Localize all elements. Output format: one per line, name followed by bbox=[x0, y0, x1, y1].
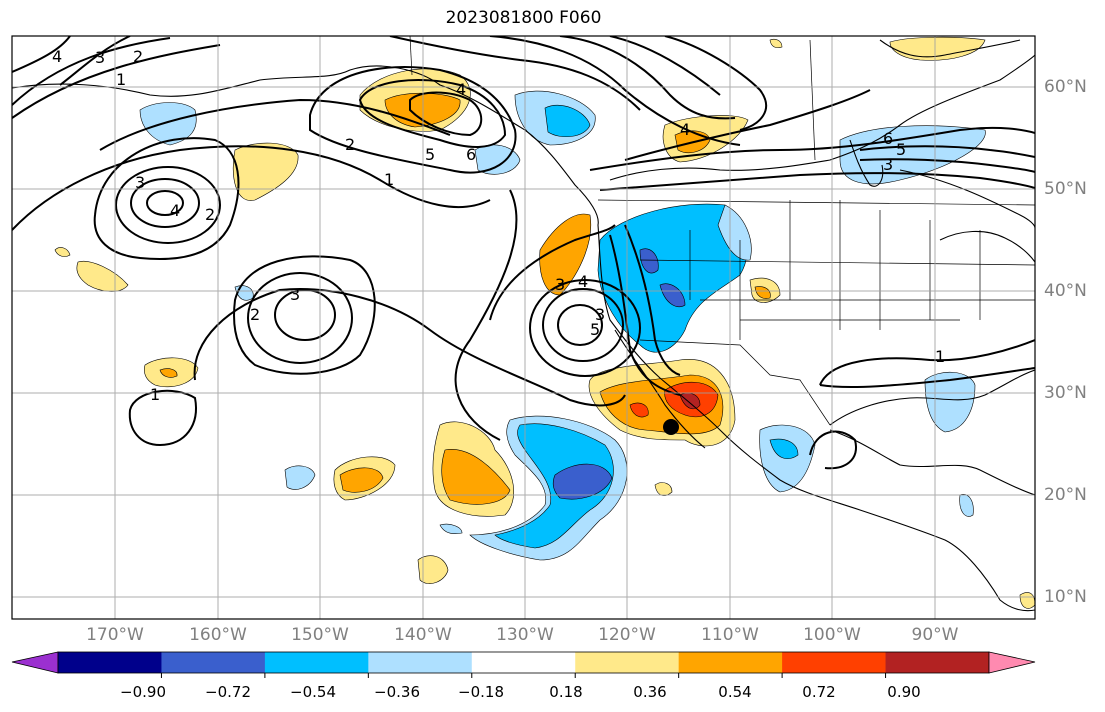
contour-label: 3 bbox=[595, 305, 605, 324]
colorbar-tick-label: 0.18 bbox=[549, 683, 583, 701]
lat-label: 60°N bbox=[1044, 77, 1087, 97]
contour-label: 4 bbox=[578, 272, 588, 291]
contour-label: 5 bbox=[425, 145, 435, 164]
contour-value-labels: 4 3 2 1 3 4 2 2 3 1 2 4 5 6 1 4 3 4 5 3 … bbox=[52, 47, 945, 404]
lon-label: 150°W bbox=[291, 625, 349, 645]
contour-label: 3 bbox=[883, 155, 893, 174]
map-title: 2023081800 F060 bbox=[445, 8, 602, 28]
storm-position-marker bbox=[663, 419, 679, 435]
lon-label: 110°W bbox=[701, 625, 759, 645]
colorbar-tick-label: 0.36 bbox=[633, 683, 667, 701]
contour-label: 6 bbox=[466, 145, 476, 164]
graticule bbox=[12, 36, 1035, 619]
height-contours bbox=[12, 36, 1035, 470]
contour-label: 2 bbox=[250, 305, 260, 324]
lat-label: 30°N bbox=[1044, 383, 1087, 403]
lon-label: 170°W bbox=[86, 625, 144, 645]
lat-label: 50°N bbox=[1044, 179, 1087, 199]
contour-label: 4 bbox=[52, 47, 62, 66]
contour-label: 1 bbox=[384, 170, 394, 189]
contour-label: 6 bbox=[883, 129, 893, 148]
colorbar-tick-label: 0.72 bbox=[802, 683, 836, 701]
colorbar-tick-label: −0.36 bbox=[374, 683, 420, 701]
colorbar-cell bbox=[575, 652, 680, 673]
coastlines bbox=[12, 39, 1035, 612]
colorbar-cell bbox=[161, 652, 266, 673]
colorbar-min-extension bbox=[11, 651, 59, 674]
colorbar-tick-label: 0.90 bbox=[887, 683, 921, 701]
lat-label: 10°N bbox=[1044, 587, 1087, 607]
colorbar-max-extension bbox=[988, 651, 1036, 674]
colorbar-tick-label: 0.54 bbox=[718, 683, 752, 701]
colorbar bbox=[11, 651, 1036, 678]
contour-label: 1 bbox=[150, 385, 160, 404]
colorbar-cell bbox=[471, 652, 576, 673]
lon-label: 90°W bbox=[911, 625, 959, 645]
colorbar-cell bbox=[368, 652, 473, 673]
colorbar-tick-label: −0.90 bbox=[120, 683, 166, 701]
political-borders bbox=[409, 36, 1035, 426]
lat-label: 20°N bbox=[1044, 485, 1087, 505]
lon-label: 100°W bbox=[803, 625, 861, 645]
contour-label: 3 bbox=[95, 48, 105, 67]
map-frame bbox=[11, 35, 1036, 620]
contour-label: 4 bbox=[170, 201, 180, 220]
colorbar-cells bbox=[57, 651, 990, 674]
lon-label: 160°W bbox=[189, 625, 247, 645]
lon-label: 120°W bbox=[598, 625, 656, 645]
contour-label: 5 bbox=[896, 140, 906, 159]
contour-label: 4 bbox=[680, 120, 690, 139]
lon-label: 140°W bbox=[394, 625, 452, 645]
contour-label: 2 bbox=[133, 47, 143, 66]
contour-label: 4 bbox=[456, 80, 466, 99]
contour-label: 1 bbox=[935, 347, 945, 366]
colorbar-cell bbox=[264, 652, 369, 673]
lat-label: 40°N bbox=[1044, 281, 1087, 301]
colorbar-tick-label: −0.18 bbox=[458, 683, 504, 701]
contour-label: 2 bbox=[205, 205, 215, 224]
contour-label: 3 bbox=[290, 285, 300, 304]
colorbar-tick-label: −0.72 bbox=[205, 683, 251, 701]
contour-label: 3 bbox=[135, 173, 145, 192]
contour-label: 1 bbox=[116, 70, 126, 89]
colorbar-cell bbox=[885, 652, 990, 673]
colorbar-tick-label: −0.54 bbox=[290, 683, 336, 701]
contour-label: 2 bbox=[345, 135, 355, 154]
colorbar-cell bbox=[58, 652, 162, 673]
colorbar-cell bbox=[678, 652, 783, 673]
contour-label: 3 bbox=[555, 275, 565, 294]
map-content: 4 3 2 1 3 4 2 2 3 1 2 4 5 6 1 4 3 4 5 3 … bbox=[12, 36, 1035, 619]
lon-label: 130°W bbox=[496, 625, 554, 645]
contour-label: 5 bbox=[590, 320, 600, 339]
colorbar-cell bbox=[782, 652, 887, 673]
